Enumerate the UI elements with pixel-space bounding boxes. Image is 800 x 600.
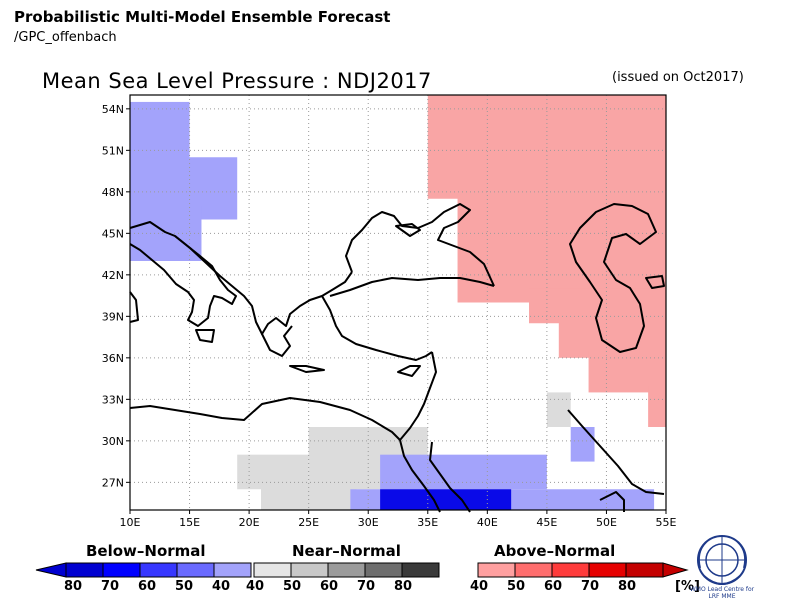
logo-caption-line2: LRF MME bbox=[708, 593, 736, 600]
legend-below-swatch bbox=[102, 562, 141, 578]
coast-persian-gulf bbox=[567, 409, 665, 495]
coast-levant bbox=[399, 351, 437, 441]
legend-unit: [%] bbox=[675, 579, 700, 594]
coast-turkey-north bbox=[329, 277, 495, 297]
wmo-logo-icon bbox=[690, 530, 754, 600]
legend-below-label: 50 bbox=[175, 579, 194, 594]
region-below-40 bbox=[570, 427, 595, 462]
legend-above-label: 50 bbox=[507, 579, 526, 594]
legend-near-label: 80 bbox=[394, 579, 413, 594]
region-near-40 bbox=[261, 482, 357, 510]
coast-aral bbox=[645, 275, 665, 289]
coast-red-sea-east bbox=[429, 441, 471, 513]
legend-above-label: 40 bbox=[470, 579, 489, 594]
legend-above-swatch bbox=[477, 562, 516, 578]
region-above-40 bbox=[427, 95, 666, 199]
lat-tick-label: 54N bbox=[102, 103, 124, 116]
legend-near-label: 70 bbox=[357, 579, 376, 594]
region-above-40 bbox=[648, 385, 666, 427]
lon-tick-label: 25E bbox=[298, 516, 319, 529]
legend-above-title: Above–Normal bbox=[494, 542, 616, 560]
lon-tick-label: 55E bbox=[656, 516, 677, 529]
coast-cyprus bbox=[397, 365, 421, 377]
legend-above-swatch bbox=[514, 562, 553, 578]
legend-near-swatch bbox=[253, 562, 292, 578]
coast-gulf-arabia bbox=[599, 491, 625, 512]
legend-above-swatch bbox=[625, 562, 664, 578]
lat-tick-label: 42N bbox=[102, 269, 124, 282]
coast-crimea bbox=[395, 223, 421, 237]
map-title: Mean Sea Level Pressure : NDJ2017 bbox=[42, 69, 432, 93]
lon-tick-label: 40E bbox=[477, 516, 498, 529]
header-source: /GPC_offenbach bbox=[14, 30, 117, 45]
logo-caption: WMO Lead Centre for LRF MME bbox=[676, 586, 768, 600]
lat-tick-label: 51N bbox=[102, 144, 124, 157]
legend-below-swatch bbox=[213, 562, 252, 578]
map-frame bbox=[129, 94, 667, 511]
coast-north-africa bbox=[129, 397, 401, 441]
legend-near-swatch bbox=[290, 562, 329, 578]
coast-black-sea bbox=[345, 203, 495, 287]
coast-sardinia bbox=[129, 291, 139, 323]
legend-above-label: 60 bbox=[544, 579, 563, 594]
legend-above-label: 80 bbox=[618, 579, 637, 594]
legend-near-label: 50 bbox=[283, 579, 302, 594]
legend-near-swatch bbox=[401, 562, 440, 578]
coast-greece bbox=[261, 325, 293, 357]
legend-below-swatch bbox=[139, 562, 178, 578]
map-axes: 54N 51N 48N 45N 42N 39N 36N 33N 30N 27N 10E 15E 20E 2… bbox=[102, 94, 677, 529]
lon-tick-label: 45E bbox=[536, 516, 557, 529]
lat-tick-label: 30N bbox=[102, 435, 124, 448]
lat-tick-label: 48N bbox=[102, 186, 124, 199]
region-below-60 bbox=[380, 489, 512, 510]
legend-above-swatch bbox=[588, 562, 627, 578]
legend-below-label: 60 bbox=[138, 579, 157, 594]
legend-near-label: 60 bbox=[320, 579, 339, 594]
legend-near-label: 40 bbox=[246, 579, 265, 594]
coastlines bbox=[129, 203, 665, 513]
legend-below-swatch bbox=[176, 562, 215, 578]
lon-tick-label: 20E bbox=[239, 516, 260, 529]
legend-below-title: Below–Normal bbox=[86, 542, 206, 560]
region-below-40 bbox=[380, 454, 547, 490]
legend-near-swatch bbox=[364, 562, 403, 578]
issued-date: (issued on Oct2017) bbox=[612, 70, 744, 85]
lat-tick-label: 36N bbox=[102, 352, 124, 365]
coast-crete bbox=[289, 365, 325, 373]
coast-sicily bbox=[195, 329, 215, 343]
legend-below-label: 40 bbox=[212, 579, 231, 594]
map-gridlines bbox=[130, 95, 666, 510]
legend-near-swatch bbox=[327, 562, 366, 578]
lat-tick-label: 39N bbox=[102, 310, 124, 323]
lon-tick-label: 35E bbox=[417, 516, 438, 529]
lat-tick-label: 33N bbox=[102, 393, 124, 406]
legend-below-label: 80 bbox=[64, 579, 83, 594]
legend-below-label: 70 bbox=[101, 579, 120, 594]
lon-tick-label: 10E bbox=[120, 516, 141, 529]
coast-red-sea-west bbox=[399, 439, 441, 513]
lon-tick-label: 50E bbox=[596, 516, 617, 529]
legend-above-arrow bbox=[662, 562, 689, 578]
lon-tick-label: 15E bbox=[179, 516, 200, 529]
legend-above-swatch bbox=[551, 562, 590, 578]
legend-near-title: Near–Normal bbox=[292, 542, 401, 560]
coast-turkey bbox=[321, 295, 433, 361]
header-main-title: Probabilistic Multi-Model Ensemble Forec… bbox=[14, 8, 391, 26]
lat-tick-label: 27N bbox=[102, 476, 124, 489]
region-near-40 bbox=[546, 392, 571, 427]
legend-above-label: 70 bbox=[581, 579, 600, 594]
lon-tick-label: 30E bbox=[358, 516, 379, 529]
probability-regions bbox=[130, 95, 666, 510]
coast-caspian bbox=[569, 203, 657, 353]
logo-caption-line1: WMO Lead Centre for bbox=[689, 586, 755, 593]
lat-tick-label: 45N bbox=[102, 227, 124, 240]
legend-below-arrow bbox=[35, 562, 67, 578]
legend-below-swatch bbox=[65, 562, 104, 578]
